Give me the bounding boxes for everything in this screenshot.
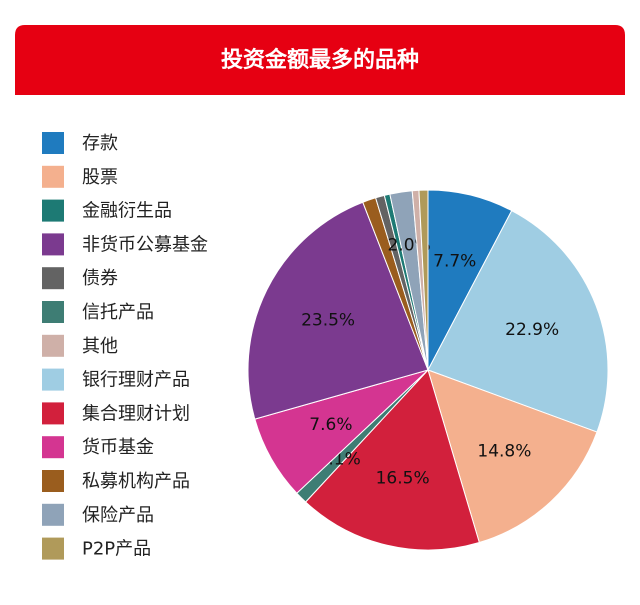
legend-label: 银行理财产品 [82,370,190,391]
legend-label: 存款 [82,133,118,154]
legend-label: 集合理财计划 [82,403,190,424]
legend-swatch [42,368,64,391]
legend-swatch [42,165,64,188]
data-label: 7.7% [433,252,476,272]
data-label: 22.9% [505,320,559,340]
legend-label: 股票 [82,167,118,188]
legend-swatch [42,436,64,459]
legend-label: 债券 [82,268,118,289]
legend-label: 私募机构产品 [82,471,190,492]
pie-slice [427,369,598,544]
pie-slice [427,209,609,433]
legend-label: 信托产品 [82,302,154,323]
legend-label: 非货币公募基金 [82,234,208,255]
legend-swatch [42,199,64,222]
pie: 7.7%22.9%14.8%16.5%1.1%7.6%23.5%2.0% [247,189,609,551]
data-label: 23.5% [301,310,355,330]
legend-label: 保险产品 [82,505,154,526]
legend-swatch [42,334,64,357]
data-label: 7.6% [309,415,352,435]
data-label: 14.8% [477,441,531,461]
legend-swatch [42,132,64,154]
legend-swatch [42,402,64,425]
legend-swatch [42,503,64,526]
legend-label: 其他 [82,336,118,357]
legend-label: 货币基金 [82,437,154,458]
pie-slice [418,189,429,371]
pie-slice [247,201,429,420]
legend-swatch [42,537,64,560]
pie-slice [304,369,480,551]
legend-swatch [42,301,64,323]
legend-label: 金融衍生品 [82,201,172,222]
legend: 存款股票金融衍生品非货币公募基金债券信托产品其他银行理财产品集合理财计划货币基金… [42,132,208,560]
legend-label: P2P产品 [82,539,151,560]
legend-swatch [42,267,64,290]
legend-swatch [42,233,64,256]
data-label: 16.5% [376,469,430,489]
chart-title: 投资金额最多的品种 [221,47,419,73]
title-banner [15,25,625,95]
legend-swatch [42,470,64,492]
